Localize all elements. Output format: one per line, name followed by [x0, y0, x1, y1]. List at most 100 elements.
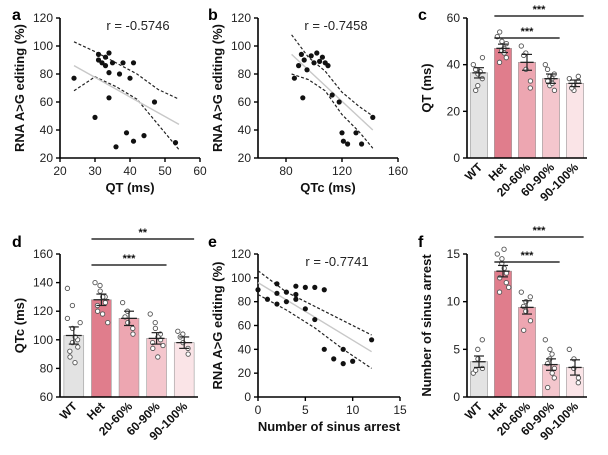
x-tick-label: 20 [53, 164, 67, 178]
individual-point [542, 337, 548, 343]
y-tick-label: 10 [447, 295, 461, 309]
individual-point [521, 52, 527, 58]
data-point [302, 306, 308, 312]
data-point [369, 337, 375, 343]
panel-e: 0 5 10 15 Number of sinus arrest 0 20 40 60 80 100… [210, 247, 407, 434]
individual-point [479, 55, 486, 61]
x-axis-label: QTc (ms) [300, 180, 355, 195]
y-tick-label: 60 [40, 390, 54, 404]
individual-point [97, 282, 103, 289]
y-tick-label: 0 [244, 390, 251, 404]
x-tick-label: 10 [346, 403, 360, 417]
individual-point [130, 331, 136, 337]
data-point [329, 92, 335, 98]
individual-point [67, 354, 73, 360]
y-tick-label: 40 [447, 58, 461, 72]
data-point [340, 361, 346, 367]
data-point [314, 50, 320, 56]
panel-a: 20 30 40 50 60 QT (ms) 20 40 60 80 100 120 RNA A>G e… [12, 11, 207, 195]
panel-letter: f [418, 234, 424, 251]
bar [566, 83, 584, 159]
individual-point [545, 384, 551, 391]
individual-point [566, 346, 572, 352]
ci-upper-line [73, 41, 180, 100]
data-point [71, 75, 77, 81]
data-point [308, 53, 314, 59]
x-tick-label: 15 [393, 403, 407, 417]
individual-point [503, 279, 509, 286]
y-tick-label: 40 [238, 342, 252, 356]
ci-upper-line [257, 270, 372, 336]
individual-point [575, 73, 581, 79]
individual-point [64, 285, 71, 291]
individual-point [155, 354, 161, 360]
ci-upper-line [291, 34, 374, 117]
bar [118, 318, 140, 398]
panel-letter: b [208, 7, 218, 24]
y-tick-label: 0 [453, 390, 460, 404]
individual-point [94, 308, 101, 314]
individual-point [150, 345, 156, 352]
individual-point [521, 327, 527, 333]
y-axis-label: QT (ms) [419, 63, 434, 112]
y-tick-label: 40 [40, 123, 54, 137]
individual-point [64, 315, 71, 321]
x-tick-label: 30 [88, 164, 102, 178]
data-point [300, 95, 306, 101]
bar [518, 62, 536, 159]
data-point [95, 57, 102, 63]
individual-point [105, 319, 111, 326]
panel-letter: c [418, 7, 427, 24]
y-tick-label: 100 [231, 39, 251, 53]
data-point [301, 57, 307, 63]
individual-point [99, 311, 106, 317]
data-point [293, 283, 299, 289]
individual-point [545, 78, 551, 84]
individual-point [494, 251, 500, 257]
data-point [274, 301, 280, 307]
data-point [304, 67, 310, 73]
data-point [359, 141, 365, 147]
y-tick-label: 120 [33, 304, 53, 318]
ci-lower-line [73, 76, 180, 150]
data-point [113, 144, 119, 150]
individual-point [69, 302, 76, 309]
data-point [350, 358, 356, 364]
data-point [339, 130, 345, 136]
data-point [283, 289, 289, 295]
individual-point [102, 299, 109, 306]
individual-point [499, 256, 505, 262]
y-tick-label: 60 [40, 95, 54, 109]
y-tick-label: 20 [238, 151, 252, 165]
data-point [274, 281, 280, 287]
individual-point [75, 344, 81, 350]
x-tick-label: 120 [332, 164, 352, 178]
individual-point [130, 325, 136, 332]
data-point [319, 54, 325, 60]
x-category-label: WT [462, 399, 486, 423]
individual-point [527, 78, 534, 84]
individual-point [527, 294, 533, 300]
data-point [116, 71, 123, 77]
individual-point [475, 83, 481, 89]
data-point [130, 60, 137, 66]
y-tick-label: 60 [238, 319, 252, 333]
x-category-label: WT [57, 399, 81, 423]
individual-point [501, 246, 507, 252]
y-tick-label: 120 [231, 11, 251, 25]
data-point [123, 130, 130, 136]
x-tick-label: 5 [302, 403, 309, 417]
data-point [102, 54, 109, 60]
individual-point [527, 318, 534, 324]
data-point [291, 75, 297, 81]
y-tick-label: 80 [238, 295, 252, 309]
data-point [109, 60, 116, 66]
individual-point [175, 328, 181, 334]
y-tick-label: 120 [33, 11, 53, 25]
individual-point [72, 360, 78, 366]
y-tick-label: 5 [453, 342, 460, 356]
individual-point [547, 346, 553, 352]
data-point [340, 138, 346, 144]
